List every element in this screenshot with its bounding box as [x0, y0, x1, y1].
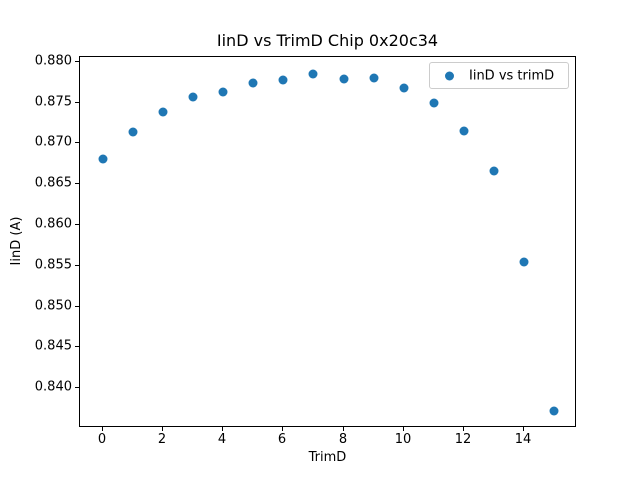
y-tick-mark: [75, 346, 79, 347]
x-tick-mark: [523, 427, 524, 431]
legend-label: IinD vs trimD: [469, 68, 555, 83]
y-tick-label: 0.855: [34, 257, 72, 273]
data-point: [98, 154, 108, 164]
y-tick-label: 0.875: [34, 94, 72, 110]
y-tick-mark: [75, 265, 79, 266]
y-tick-label: 0.870: [34, 134, 72, 150]
y-tick-mark: [75, 387, 79, 388]
data-point: [489, 166, 499, 176]
data-point: [158, 107, 168, 117]
y-tick-label: 0.845: [34, 338, 72, 354]
data-point: [339, 74, 349, 84]
x-tick-label: 2: [157, 432, 167, 447]
x-tick-mark: [162, 427, 163, 431]
x-tick-mark: [282, 427, 283, 431]
y-tick-mark: [75, 183, 79, 184]
data-point: [188, 92, 198, 102]
y-tick-label: 0.850: [34, 298, 72, 314]
x-tick-label: 12: [454, 432, 472, 447]
x-tick-mark: [343, 427, 344, 431]
x-tick-label: 6: [277, 432, 287, 447]
x-axis-label: TrimD: [308, 450, 347, 465]
data-point: [519, 257, 529, 267]
y-tick-label: 0.865: [34, 175, 72, 191]
y-tick-label: 0.840: [34, 379, 72, 395]
y-tick-mark: [75, 306, 79, 307]
data-point: [399, 83, 409, 93]
y-axis-label: IinD (A): [9, 216, 24, 266]
y-tick-label: 0.880: [34, 53, 72, 69]
x-tick-mark: [102, 427, 103, 431]
y-tick-mark: [75, 224, 79, 225]
data-point: [369, 73, 379, 83]
data-point: [218, 87, 228, 97]
y-tick-mark: [75, 142, 79, 143]
x-tick-label: 8: [338, 432, 348, 447]
x-tick-label: 4: [217, 432, 227, 447]
x-tick-mark: [222, 427, 223, 431]
legend: IinD vs trimD: [429, 62, 569, 89]
y-tick-mark: [75, 102, 79, 103]
chart-title: IinD vs TrimD Chip 0x20c34: [216, 31, 439, 50]
x-tick-label: 14: [514, 432, 532, 447]
x-tick-mark: [403, 427, 404, 431]
data-point: [459, 126, 469, 136]
y-tick-label: 0.860: [34, 216, 72, 232]
scatter-marker-icon: [445, 71, 454, 80]
data-point: [248, 78, 258, 88]
data-point: [128, 127, 138, 137]
y-tick-mark: [75, 61, 79, 62]
data-point: [429, 98, 439, 108]
data-point: [308, 69, 318, 79]
x-tick-label: 10: [394, 432, 412, 447]
data-point: [278, 75, 288, 85]
data-point: [549, 406, 559, 416]
x-tick-mark: [463, 427, 464, 431]
plot-area: [79, 56, 576, 427]
x-tick-label: 0: [97, 432, 107, 447]
